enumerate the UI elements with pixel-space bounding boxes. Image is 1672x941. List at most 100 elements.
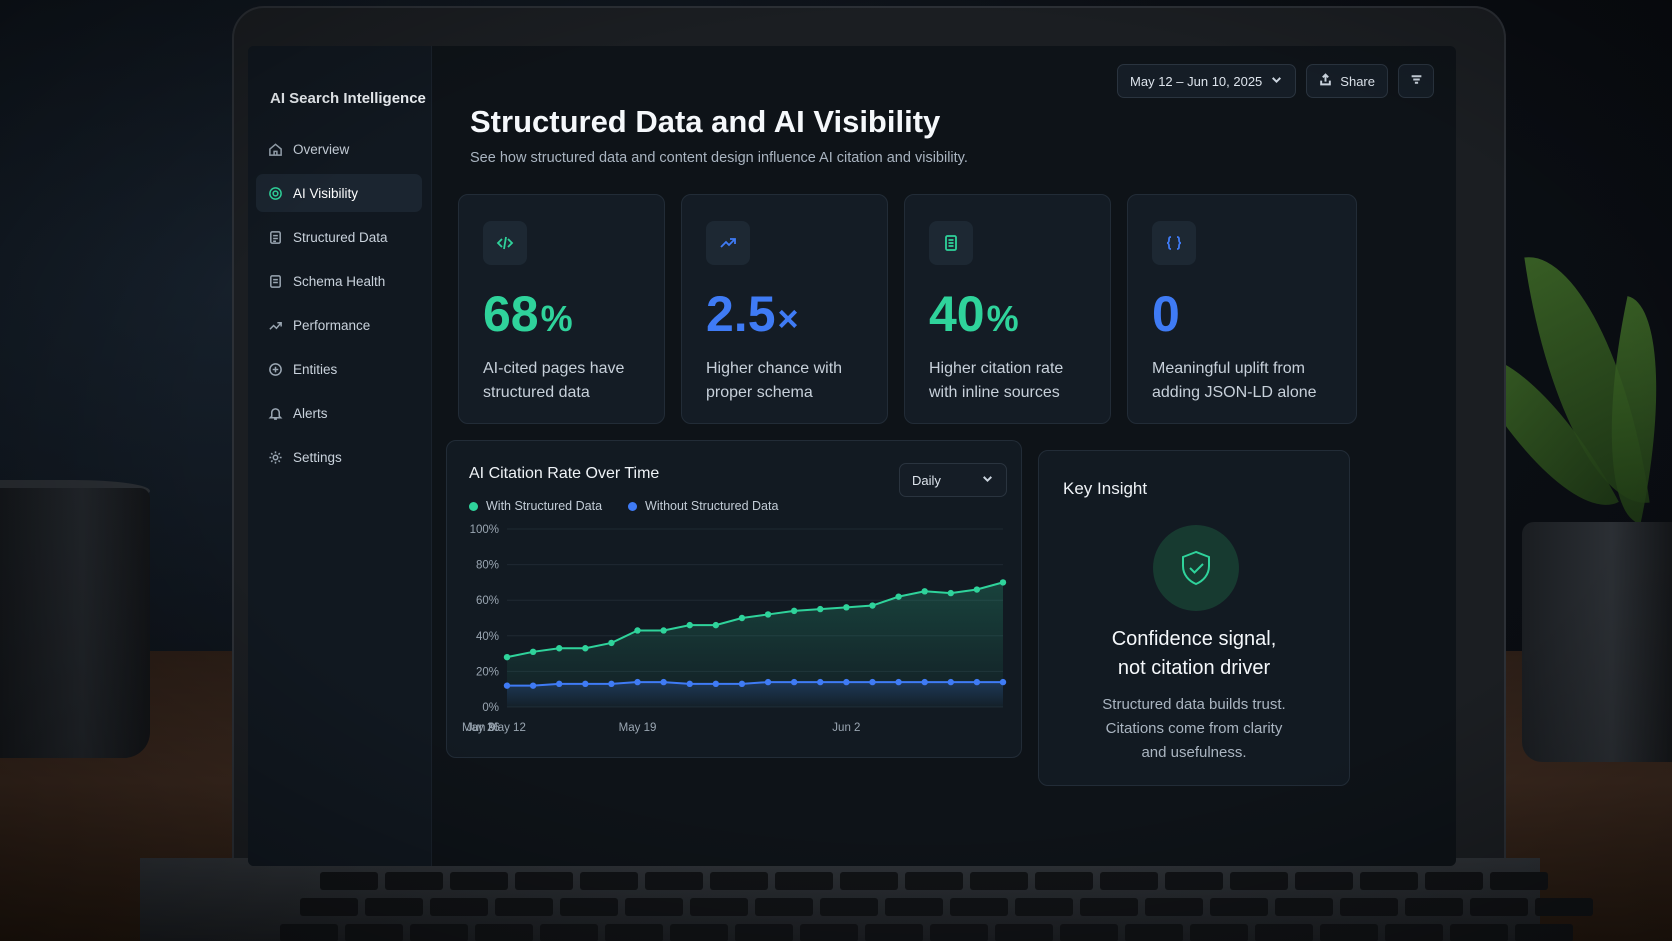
x-tick-label: Jun 9 xyxy=(467,722,495,734)
target-icon xyxy=(268,186,283,201)
sidebar-item-label: Overview xyxy=(293,141,350,157)
app-brand: AI Search Intelligence xyxy=(270,90,426,107)
insight-headline: Confidence signal, not citation driver xyxy=(1111,628,1277,679)
sidebar-item-ai-visibility[interactable]: AI Visibility xyxy=(256,174,422,212)
granularity-select[interactable]: Daily xyxy=(899,463,1007,497)
sidebar-item-settings[interactable]: Settings xyxy=(256,438,422,476)
chart-title: AI Citation Rate Over Time xyxy=(469,465,660,482)
data-point xyxy=(843,678,850,686)
granularity-label: Daily xyxy=(912,472,941,488)
data-point xyxy=(686,621,693,629)
data-point xyxy=(790,607,798,615)
stats-row: 68% AI-cited pages have structured data … xyxy=(458,194,1357,424)
series-line xyxy=(507,681,1003,687)
share-button[interactable]: Share xyxy=(1306,64,1388,98)
data-point xyxy=(895,593,902,600)
data-point xyxy=(686,680,693,688)
stat-value: 0 xyxy=(1152,286,1180,342)
legend-swatch xyxy=(628,501,638,511)
share-icon xyxy=(1319,73,1332,89)
data-point xyxy=(999,678,1007,686)
coffee-mug xyxy=(0,488,150,758)
data-point xyxy=(738,680,746,688)
sidebar-item-label: Schema Health xyxy=(293,273,386,289)
page-subtitle: See how structured data and content desi… xyxy=(470,150,968,166)
sidebar-item-label: Settings xyxy=(293,449,342,465)
y-tick-label: 20% xyxy=(476,666,499,678)
stat-label: AI-cited pages have structured data xyxy=(483,360,625,401)
data-point xyxy=(921,588,928,595)
json-braces-icon xyxy=(1152,221,1196,265)
insight-body: Structured data builds trust. Citations … xyxy=(1102,696,1286,761)
data-point xyxy=(764,611,772,618)
filter-icon xyxy=(1410,73,1423,89)
filter-button[interactable] xyxy=(1398,64,1434,98)
legend-label: With Structured Data xyxy=(486,499,603,513)
data-point xyxy=(973,586,981,593)
insight-title: Key Insight xyxy=(1063,479,1148,498)
page-title: Structured Data and AI Visibility xyxy=(470,104,941,139)
legend-label: Without Structured Data xyxy=(645,499,779,513)
chevron-down-icon xyxy=(981,472,994,488)
sidebar-item-alerts[interactable]: Alerts xyxy=(256,394,422,432)
sidebar-item-label: Alerts xyxy=(293,405,328,421)
data-point xyxy=(582,680,589,688)
date-range-label: May 12 – Jun 10, 2025 xyxy=(1130,73,1263,89)
data-point xyxy=(999,579,1007,586)
stat-label: Higher chance with proper schema xyxy=(706,360,843,401)
legend-swatch xyxy=(469,501,478,511)
sidebar-item-label: AI Visibility xyxy=(293,185,359,201)
topbar: May 12 – Jun 10, 2025 Share xyxy=(1117,64,1434,98)
stat-value: 2.5× xyxy=(706,286,799,342)
stat-label: Meaningful uplift from adding JSON-LD al… xyxy=(1152,360,1317,401)
data-point xyxy=(869,678,876,686)
sidebar-item-overview[interactable]: Overview xyxy=(256,130,422,168)
data-point xyxy=(556,680,563,688)
data-point xyxy=(817,678,824,686)
data-point xyxy=(712,680,720,688)
sidebar-item-entities[interactable]: Entities xyxy=(256,350,422,388)
y-tick-label: 40% xyxy=(476,631,499,643)
data-point xyxy=(608,680,615,688)
sidebar-item-label: Structured Data xyxy=(293,229,388,245)
data-point xyxy=(790,678,798,686)
data-point xyxy=(660,627,667,634)
entity-icon xyxy=(268,362,283,377)
home-icon xyxy=(268,142,283,157)
sidebar-item-label: Entities xyxy=(293,361,338,377)
stat-card: 0 Meaningful uplift from adding JSON-LD … xyxy=(1127,194,1357,424)
data-point xyxy=(660,678,667,686)
stat-label: Higher citation rate with inline sources xyxy=(929,360,1064,401)
data-point xyxy=(738,614,746,622)
stat-card: 2.5× Higher chance with proper schema xyxy=(681,194,888,424)
chevron-down-icon xyxy=(1270,73,1283,89)
laptop-screen: AI Search Intelligence Overview AI Visib… xyxy=(248,46,1456,866)
sidebar-item-structured-data[interactable]: Structured Data xyxy=(256,218,422,256)
data-point xyxy=(529,648,537,656)
plant-pot xyxy=(1522,522,1672,762)
series-area xyxy=(507,582,1003,707)
data-point xyxy=(947,678,954,686)
data-point xyxy=(608,639,615,647)
code-icon xyxy=(483,221,527,265)
data-point xyxy=(712,621,720,629)
data-point xyxy=(921,678,928,686)
x-tick-label: May 19 xyxy=(619,722,657,734)
sidebar-item-performance[interactable]: Performance xyxy=(256,306,422,344)
data-point xyxy=(503,682,511,689)
stat-value: 40% xyxy=(929,286,1019,342)
series-area xyxy=(507,682,1003,707)
sidebar: AI Search Intelligence Overview AI Visib… xyxy=(248,46,432,866)
laptop-keyboard xyxy=(140,858,1593,941)
x-tick-label: May 12 xyxy=(488,722,526,734)
key-insight-card: Key Insight Confidence signal, not citat… xyxy=(1038,450,1350,786)
legend-item: Without Structured Data xyxy=(628,499,778,513)
sidebar-item-schema-health[interactable]: Schema Health xyxy=(256,262,422,300)
document-icon xyxy=(268,230,283,245)
legend-item: With Structured Data xyxy=(469,499,602,513)
data-point xyxy=(764,678,772,686)
data-point xyxy=(634,627,641,634)
date-range-select[interactable]: May 12 – Jun 10, 2025 xyxy=(1117,64,1297,98)
shield-check-icon xyxy=(1153,525,1239,611)
